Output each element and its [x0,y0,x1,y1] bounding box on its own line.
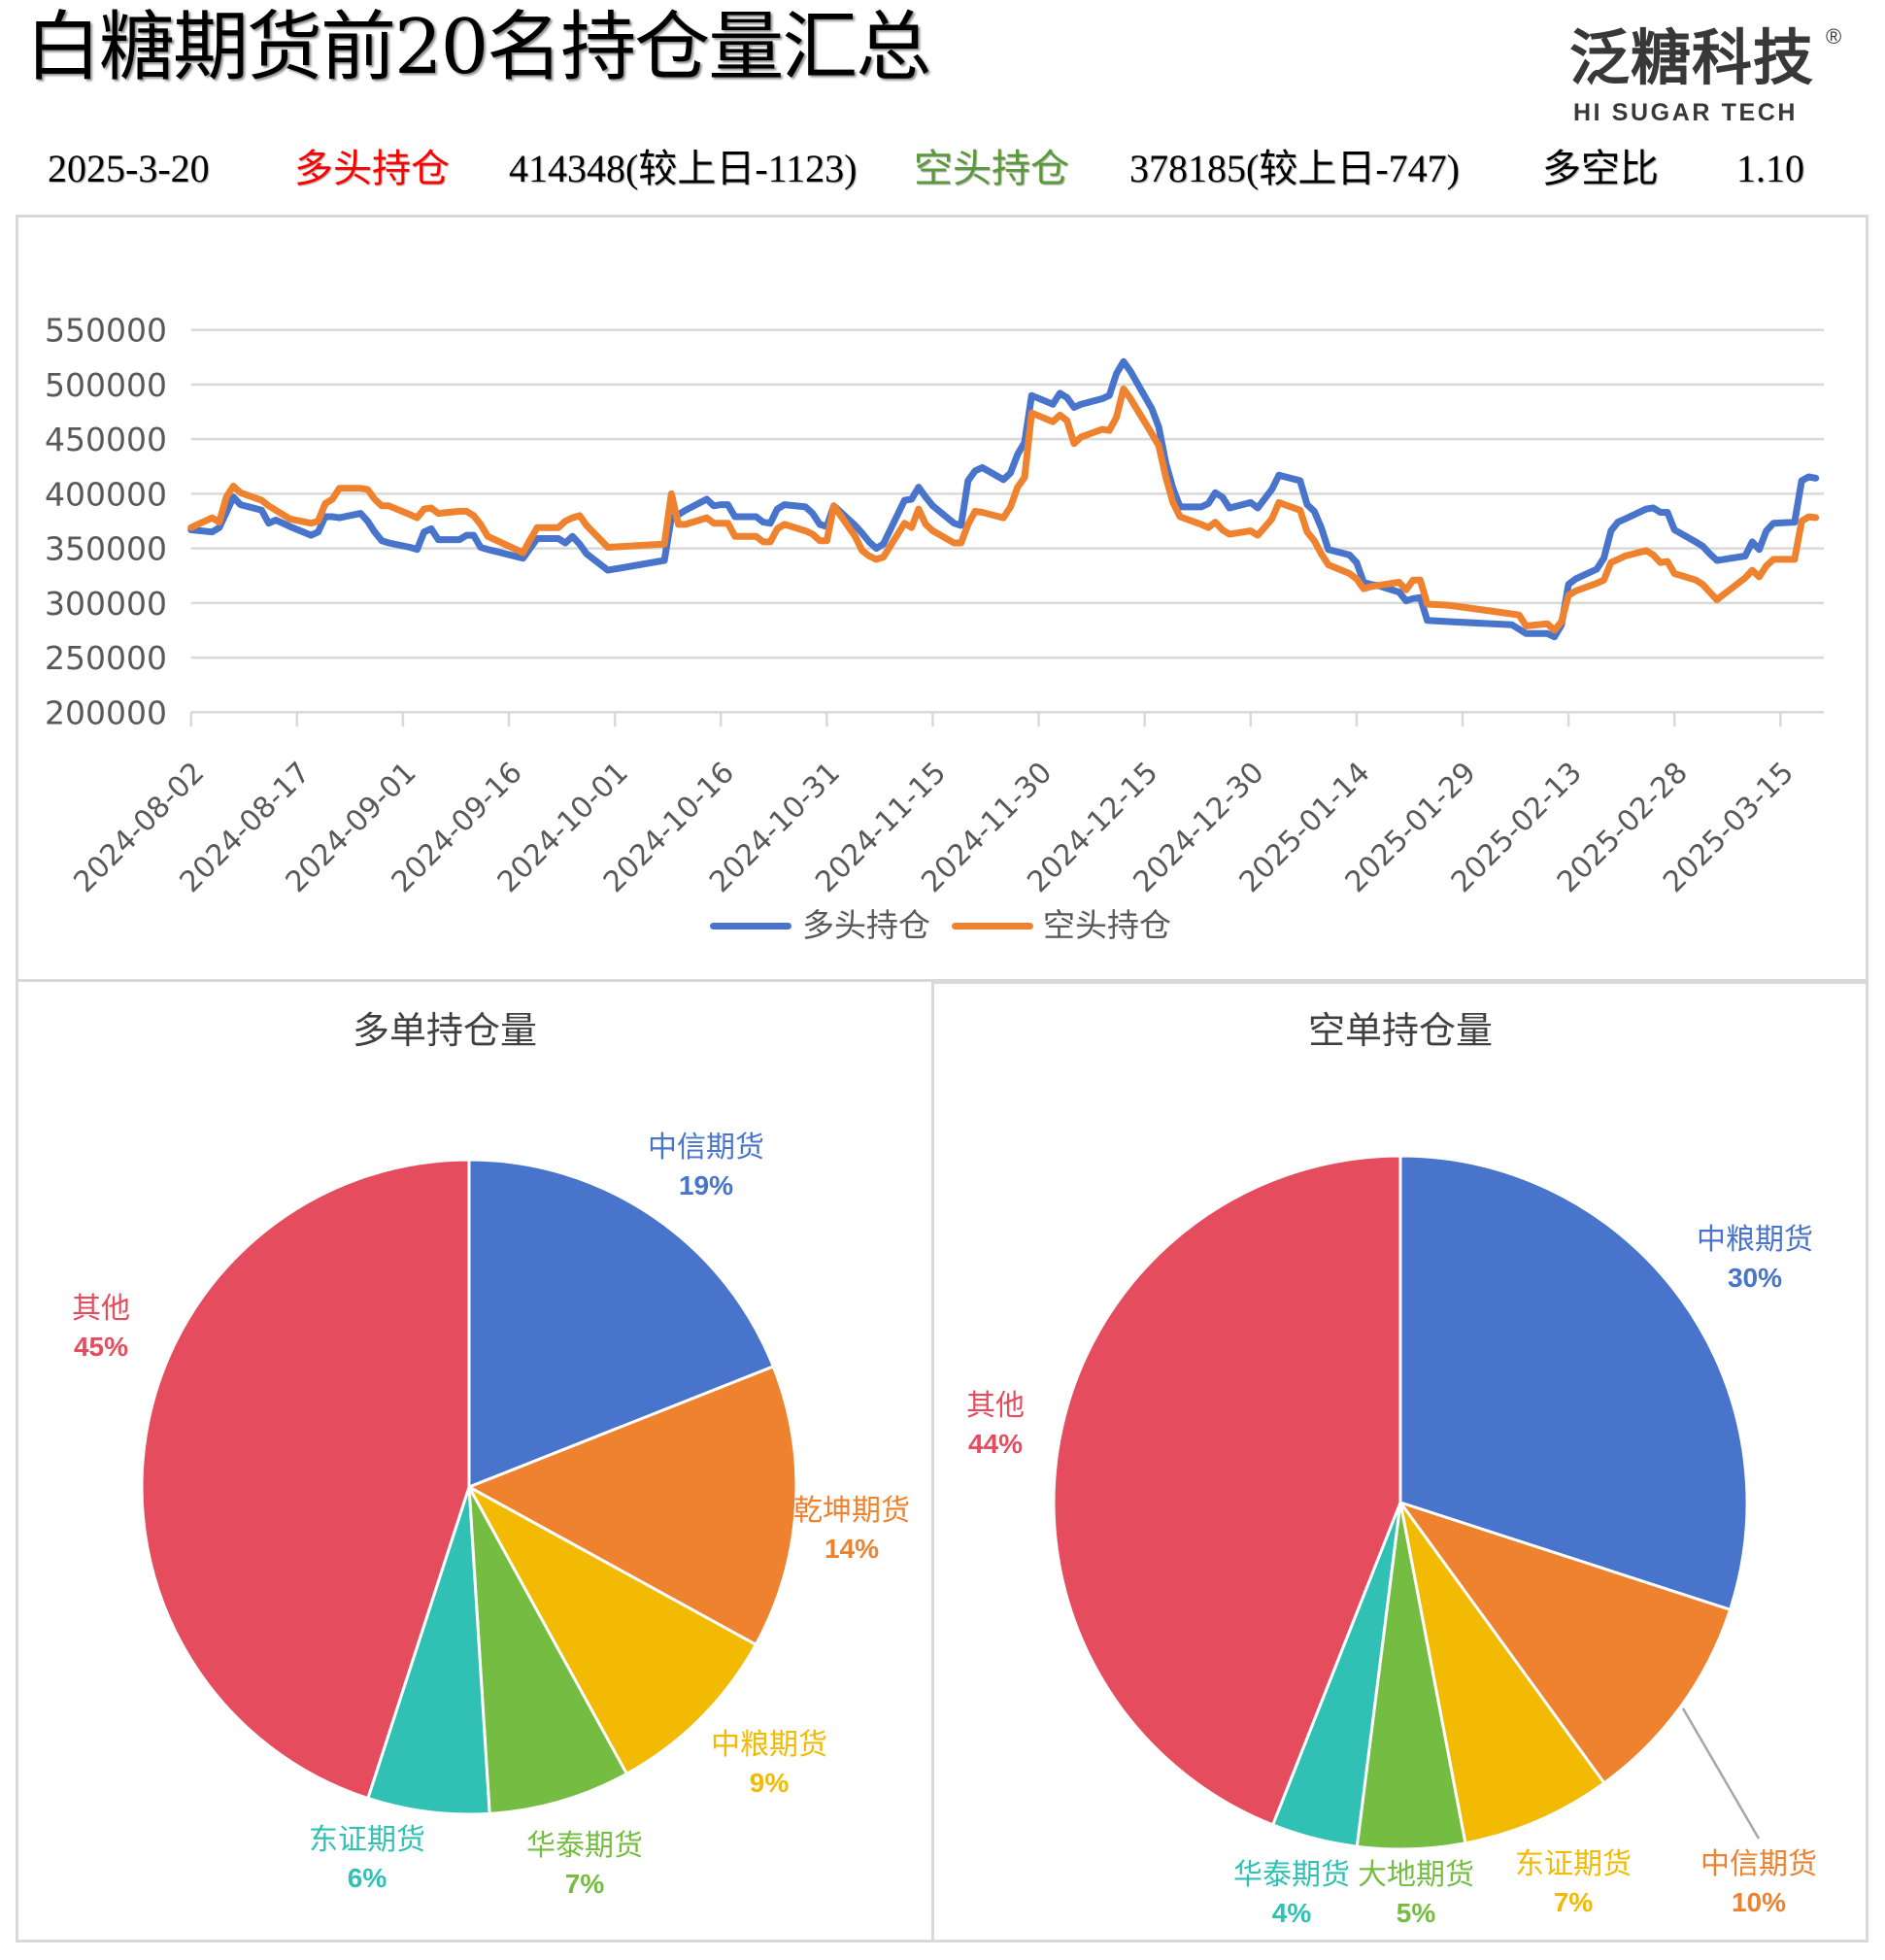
registered-mark-icon: ® [1826,24,1842,49]
legend-short-line-icon [952,923,1033,929]
logo-tagline: HI SUGAR TECH [1573,99,1799,126]
short-pie-title: 空单持仓量 [1307,1009,1494,1052]
short-position-value: 378185(较上日-747) [1129,147,1460,190]
legend-long-label: 多头持仓 [802,906,930,944]
page-title: 白糖期货前20名持仓量汇总 [25,4,931,91]
long-pie-panel [16,979,934,1943]
line-chart-panel [16,215,1868,982]
short-position-label: 空头持仓 [914,147,1069,190]
long-short-ratio-value: 1.10 [1736,147,1804,190]
long-position-label: 多头持仓 [294,147,450,190]
legend-long-line-icon [710,923,791,929]
short-pie-panel [931,981,1868,1943]
report-date: 2025-3-20 [48,147,210,190]
legend-short-label: 空头持仓 [1043,906,1171,944]
long-pie-title: 多单持仓量 [352,1009,538,1052]
long-short-ratio-label: 多空比 [1542,147,1659,190]
long-position-value: 414348(较上日-1123) [509,147,858,190]
logo-name: 泛糖科技 [1569,22,1815,93]
